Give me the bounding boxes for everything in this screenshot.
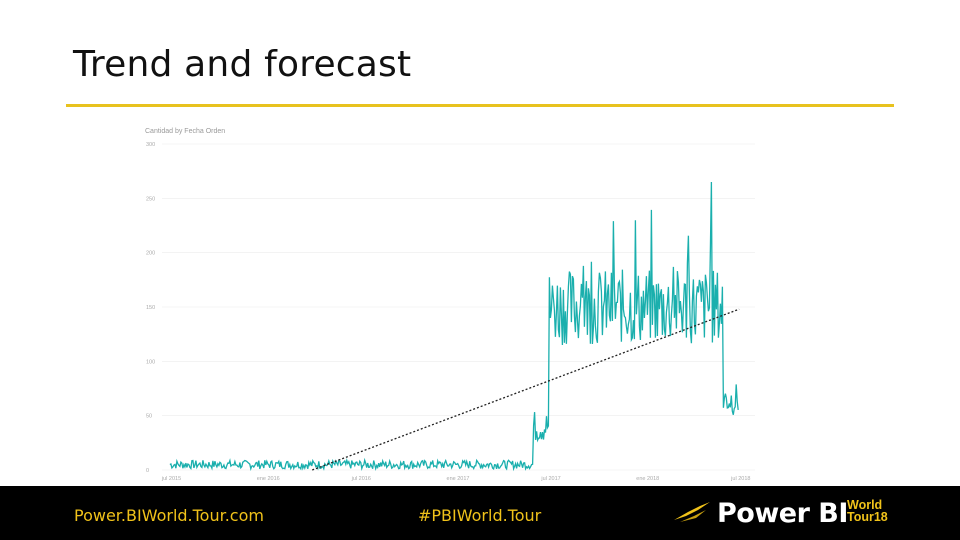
y-tick-label-0: 0 xyxy=(146,468,149,474)
x-tick-label-2: jul 2016 xyxy=(351,476,371,482)
chart-svg: Cantidad by Fecha Orden 0 50 100 150 200 250 3… xyxy=(145,128,755,482)
logo-text: Power BI xyxy=(717,498,848,529)
swoosh-icon xyxy=(674,502,710,522)
y-tick-label-2: 100 xyxy=(146,359,155,365)
y-tick-label-6: 300 xyxy=(146,142,155,148)
footer-hashtag: #PBIWorld.Tour xyxy=(418,506,542,525)
line-chart: Cantidad by Fecha Orden 0 50 100 150 200 250 3… xyxy=(140,122,760,484)
x-tick-label-3: ene 2017 xyxy=(447,476,470,482)
power-bi-logo: Power BI World Tour18 xyxy=(672,496,902,530)
chart-title: Cantidad by Fecha Orden xyxy=(145,128,225,135)
footer-website[interactable]: Power.BIWorld.Tour.com xyxy=(74,506,264,525)
logo-badge-tour18: Tour18 xyxy=(847,510,888,524)
y-tick-label-5: 250 xyxy=(146,196,155,202)
x-tick-label-0: jul 2015 xyxy=(161,476,181,482)
slide-title: Trend and forecast xyxy=(73,44,412,85)
x-tick-label-4: jul 2017 xyxy=(540,476,560,482)
y-tick-label-1: 50 xyxy=(146,414,152,420)
y-tick-label-3: 150 xyxy=(146,305,155,311)
x-tick-label-5: ene 2018 xyxy=(636,476,659,482)
x-tick-label-1: ene 2016 xyxy=(257,476,280,482)
series-line-cantidad xyxy=(169,181,739,472)
footer-bar: Power.BIWorld.Tour.com #PBIWorld.Tour Po… xyxy=(0,486,960,540)
logo-badge: World Tour18 xyxy=(847,498,888,524)
trend-line xyxy=(311,308,740,471)
x-tick-label-6: jul 2018 xyxy=(730,476,750,482)
y-tick-label-4: 200 xyxy=(146,251,155,257)
title-underline xyxy=(66,104,894,107)
logo-badge-world: World xyxy=(847,498,883,512)
